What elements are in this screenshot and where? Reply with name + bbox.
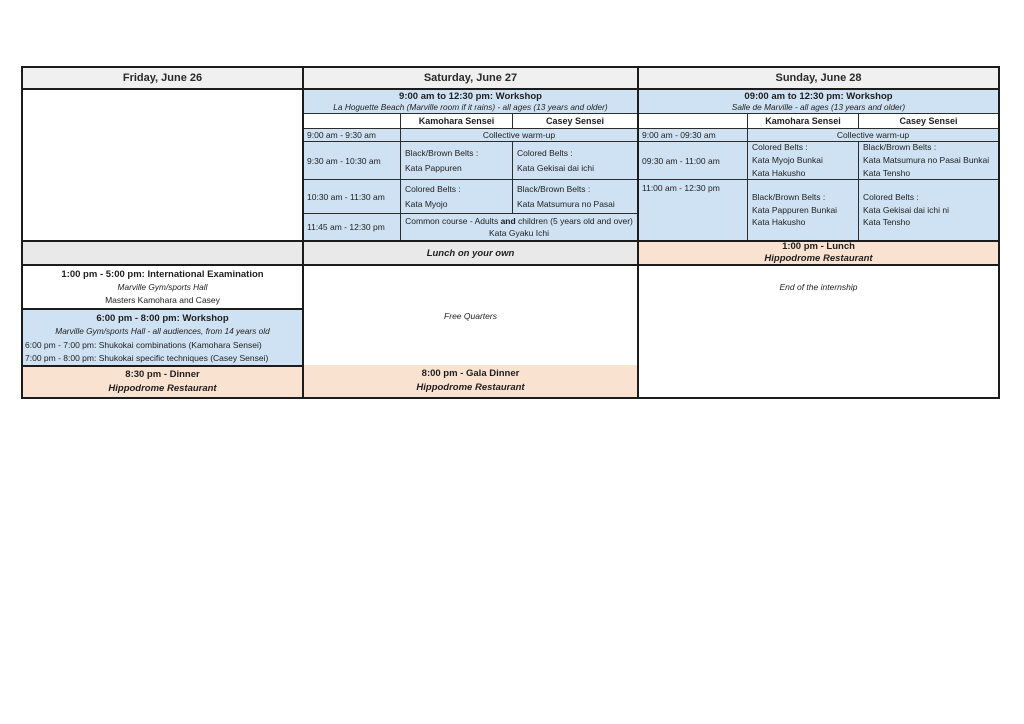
sunday-lunch-cell: 1:00 pm - Lunch Hippodrome Restaurant	[639, 240, 998, 266]
belt-line: Colored Belts :	[517, 147, 573, 158]
friday-workshop-title: 6:00 pm - 8:00 pm: Workshop	[96, 313, 229, 324]
gala-dinner-venue: Hippodrome Restaurant	[416, 382, 525, 393]
saturday-row-1145: 11:45 am - 12:30 pm Common course - Adul…	[304, 214, 637, 240]
friday-dinner-title: 8:30 pm - Dinner	[125, 369, 200, 380]
sunday-row-930-time: 09:30 am - 11:00 am	[642, 155, 720, 166]
saturday-lunch-cell: Lunch on your own	[304, 240, 637, 266]
saturday-common-course-cell: Common course - Adults and children (5 y…	[400, 214, 637, 240]
saturday-workshop-subtitle: La Hoguette Beach (Marville room if it r…	[333, 101, 608, 112]
gala-dinner-title: 8:00 pm - Gala Dinner	[421, 368, 520, 379]
friday-exam-masters: Masters Kamohara and Casey	[105, 294, 220, 305]
friday-header: Friday, June 26	[23, 68, 302, 90]
sunday-warmup-time: 9:00 am - 09:30 am	[642, 130, 716, 140]
kata-line: Kata Myojo Bunkai	[752, 155, 823, 166]
friday-morning-empty-cell	[23, 90, 302, 240]
saturday-row-1030-time: 10:30 am - 11:30 am	[307, 191, 385, 202]
belt-line: Black/Brown Belts :	[752, 191, 826, 202]
sunday-row-930: 09:30 am - 11:00 am Colored Belts : Kata…	[639, 142, 998, 180]
belt-line: Colored Belts :	[405, 183, 461, 194]
saturday-header: Saturday, June 27	[304, 68, 637, 90]
kata-line: Kata Pappuren Bunkai	[752, 204, 838, 215]
kata-line: Kata Tensho	[863, 217, 911, 228]
friday-workshop-cell: 6:00 pm - 8:00 pm: Workshop Marville Gym…	[23, 308, 302, 365]
saturday-sensei-header-row: Kamohara Sensei Casey Sensei	[304, 114, 637, 129]
sunday-kamohara-sensei-header: Kamohara Sensei	[747, 114, 858, 128]
saturday-free-quarters-cell: Free Quarters	[304, 266, 637, 365]
friday-dinner-cell: 8:30 pm - Dinner Hippodrome Restaurant	[23, 365, 302, 397]
saturday-row-930-casey-cell: Colored Belts : Kata Gekisai dai ichi	[512, 142, 637, 179]
belt-line: Colored Belts :	[752, 142, 808, 153]
saturday-kamohara-sensei-header: Kamohara Sensei	[400, 114, 512, 128]
saturday-row-1030-casey-cell: Black/Brown Belts : Kata Matsumura no Pa…	[512, 180, 637, 213]
saturday-sensei-blank-cell	[304, 114, 400, 128]
saturday-workshop-header: 9:00 am to 12:30 pm: Workshop La Hoguett…	[304, 90, 637, 114]
sunday-lunch-title: 1:00 pm - Lunch	[782, 241, 855, 252]
saturday-row-930-kamohara-cell: Black/Brown Belts : Kata Pappuren	[400, 142, 512, 179]
sunday-lunch-venue: Hippodrome Restaurant	[764, 253, 873, 264]
saturday-row-1030: 10:30 am - 11:30 am Colored Belts : Kata…	[304, 180, 637, 214]
friday-workshop-item-1: 6:00 pm - 7:00 pm: Shukokai combinations…	[25, 340, 262, 350]
column-saturday: Saturday, June 27 9:00 am to 12:30 pm: W…	[302, 68, 637, 397]
saturday-row-1030-kamohara-cell: Colored Belts : Kata Myojo	[400, 180, 512, 213]
kata-line: Kata Hakusho	[752, 167, 806, 178]
sunday-header: Sunday, June 28	[639, 68, 998, 90]
kata-line: Kata Matsumura no Pasai Bunkai	[863, 155, 990, 166]
belt-line: Colored Belts :	[863, 191, 919, 202]
column-sunday: Sunday, June 28 09:00 am to 12:30 pm: Wo…	[637, 68, 998, 397]
sunday-warmup-label: Collective warm-up	[747, 129, 998, 141]
friday-workshop-item-2: 7:00 pm - 8:00 pm: Shukokai specific tec…	[25, 353, 269, 363]
belt-line: Black/Brown Belts :	[863, 142, 937, 153]
sunday-row-930-kamohara-cell: Colored Belts : Kata Myojo Bunkai Kata H…	[747, 142, 858, 179]
kata-line: Kata Hakusho	[752, 217, 806, 228]
kata-line: Kata Pappuren	[405, 162, 462, 173]
kata-line: Kata Tensho	[863, 167, 911, 178]
saturday-row-1145-time: 11:45 am - 12:30 pm	[307, 222, 385, 232]
friday-workshop-subtitle: Marville Gym/sports Hall - all audiences…	[55, 326, 270, 336]
saturday-row-930: 9:30 am - 10:30 am Black/Brown Belts : K…	[304, 142, 637, 180]
common-course-line: Common course - Adults and children (5 y…	[405, 215, 633, 227]
sunday-row-1100-kamohara-cell: Black/Brown Belts : Kata Pappuren Bunkai…	[747, 180, 858, 240]
column-friday: Friday, June 26 1:00 pm - 5:00 pm: Inter…	[23, 68, 302, 397]
sunday-workshop-header: 09:00 am to 12:30 pm: Workshop Salle de …	[639, 90, 998, 114]
saturday-row-930-time: 9:30 am - 10:30 am	[307, 155, 381, 166]
saturday-warmup-label: Collective warm-up	[400, 129, 637, 141]
friday-exam-title: 1:00 pm - 5:00 pm: International Examina…	[61, 268, 264, 280]
sunday-row-1100-casey-cell: Colored Belts : Kata Gekisai dai ichi ni…	[858, 180, 998, 240]
sunday-sensei-header-row: Kamohara Sensei Casey Sensei	[639, 114, 998, 129]
common-course-pre: Common course - Adults	[405, 216, 501, 226]
common-course-and: and	[500, 216, 516, 226]
friday-examination-cell: 1:00 pm - 5:00 pm: International Examina…	[23, 266, 302, 308]
saturday-workshop-title: 9:00 am to 12:30 pm: Workshop	[399, 90, 542, 102]
sunday-sensei-blank-cell	[639, 114, 747, 128]
sunday-warmup-row: 9:00 am - 09:30 am Collective warm-up	[639, 129, 998, 142]
sunday-end-of-internship-cell: End of the internship	[639, 266, 998, 397]
sunday-row-930-casey-cell: Black/Brown Belts : Kata Matsumura no Pa…	[858, 142, 998, 179]
belt-line: Black/Brown Belts :	[405, 147, 479, 158]
saturday-gala-dinner-cell: 8:00 pm - Gala Dinner Hippodrome Restaur…	[304, 365, 637, 397]
kata-line: Kata Matsumura no Pasai	[517, 198, 615, 209]
kata-line: Kata Myojo	[405, 198, 448, 209]
saturday-casey-sensei-header: Casey Sensei	[512, 114, 637, 128]
friday-lunch-empty-cell	[23, 240, 302, 266]
sunday-row-1100: 11:00 am - 12:30 pm Black/Brown Belts : …	[639, 180, 998, 240]
common-course-kata: Kata Gyaku Ichi	[488, 228, 549, 238]
kata-line: Kata Gekisai dai ichi ni	[863, 204, 949, 215]
sunday-row-1100-time: 11:00 am - 12:30 pm	[642, 183, 720, 193]
sunday-workshop-subtitle: Salle de Marville - all ages (13 years a…	[731, 101, 906, 112]
common-course-post: children (5 years old and over)	[515, 216, 633, 226]
kata-line: Kata Gekisai dai ichi	[517, 162, 595, 173]
friday-dinner-venue: Hippodrome Restaurant	[108, 383, 217, 394]
saturday-warmup-row: 9:00 am - 9:30 am Collective warm-up	[304, 129, 637, 142]
friday-exam-location: Marville Gym/sports Hall	[117, 281, 208, 292]
sunday-workshop-title: 09:00 am to 12:30 pm: Workshop	[744, 90, 893, 102]
sunday-casey-sensei-header: Casey Sensei	[858, 114, 998, 128]
internship-schedule-table: Friday, June 26 1:00 pm - 5:00 pm: Inter…	[21, 66, 1000, 399]
belt-line: Black/Brown Belts :	[517, 183, 591, 194]
saturday-warmup-time: 9:00 am - 9:30 am	[307, 130, 376, 140]
